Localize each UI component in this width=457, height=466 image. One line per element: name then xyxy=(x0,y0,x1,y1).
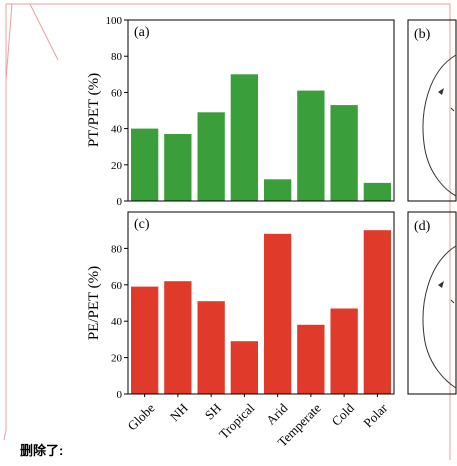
ylabel-pt-pet: PT/PET (%) xyxy=(86,73,102,147)
bars-pe-pet xyxy=(131,230,391,394)
yticks-pt-pet: 0 20 40 60 80 100 xyxy=(106,15,128,208)
deleted-note-label: 删除了: xyxy=(20,443,64,458)
xtick-label-polar: Polar xyxy=(360,400,390,430)
bar-pt-pet-sh xyxy=(197,112,225,201)
ytick-label-pt-pet: 60 xyxy=(111,87,123,99)
bar-pt-pet-arid xyxy=(264,179,292,201)
plot-frame-pt-pet xyxy=(127,19,395,202)
xtick-label-nh: NH xyxy=(167,400,191,424)
ytick-label-pt-pet: 0 xyxy=(117,196,123,208)
side-panel-d: (d) xyxy=(407,211,457,395)
plot-frame-pe-pet xyxy=(127,211,395,395)
panel-label-d: (d) xyxy=(414,219,431,234)
bar-pe-pet-nh xyxy=(164,281,192,394)
ytick-label-pt-pet: 100 xyxy=(106,15,123,27)
bar-pe-pet-arid xyxy=(264,233,292,394)
bar-pe-pet-polar xyxy=(363,230,391,394)
map-mark-b2 xyxy=(450,107,455,112)
chart-pt-pet: 0 20 40 60 80 100 (a) PT/PET (%) xyxy=(86,15,395,208)
ytick-label-pt-pet: 20 xyxy=(111,160,123,172)
ylabel-pe-pet: PE/PET (%) xyxy=(86,266,102,340)
xtick-label-sh: SH xyxy=(202,400,224,422)
bar-pt-pet-cold xyxy=(330,105,358,201)
xtick-label-cold: Cold xyxy=(329,400,358,429)
bar-pt-pet-tropical xyxy=(230,74,258,201)
panel-label-c: (c) xyxy=(134,217,150,232)
ytick-label-pe-pet: 60 xyxy=(111,280,123,292)
ytick-label-pe-pet: 0 xyxy=(117,389,123,401)
side-panel-b: (b) xyxy=(407,19,457,202)
xtick-label-tropical: Tropical xyxy=(216,400,258,442)
ytick-label-pe-pet: 20 xyxy=(111,353,123,365)
document-frame xyxy=(3,3,451,460)
map-outline-d xyxy=(422,245,457,389)
panel-label-a: (a) xyxy=(134,25,150,40)
bar-pt-pet-polar xyxy=(363,182,391,201)
ytick-label-pe-pet: 80 xyxy=(111,243,123,255)
panel-label-b: (b) xyxy=(414,27,431,42)
bar-pe-pet-globe xyxy=(131,286,159,394)
bar-pt-pet-globe xyxy=(131,128,159,201)
ytick-label-pe-pet: 40 xyxy=(111,316,123,328)
ytick-label-pt-pet: 40 xyxy=(111,124,123,136)
bar-pe-pet-tropical xyxy=(230,341,258,394)
map-mark-d2 xyxy=(450,299,455,304)
bar-pe-pet-temperate xyxy=(297,324,325,394)
xtick-label-arid: Arid xyxy=(263,400,291,428)
yticks-pe-pet: 0 20 40 60 80 xyxy=(111,243,128,401)
map-mark-b1 xyxy=(438,88,444,95)
bar-pt-pet-nh xyxy=(164,134,192,201)
bars-pt-pet xyxy=(131,74,391,201)
bar-pe-pet-cold xyxy=(330,308,358,394)
map-outline-b xyxy=(422,54,457,197)
xtick-label-globe: Globe xyxy=(124,400,157,433)
bar-pt-pet-temperate xyxy=(297,90,325,201)
ytick-label-pt-pet: 80 xyxy=(111,51,123,63)
map-mark-d1 xyxy=(438,281,444,288)
bar-pe-pet-sh xyxy=(197,301,225,394)
